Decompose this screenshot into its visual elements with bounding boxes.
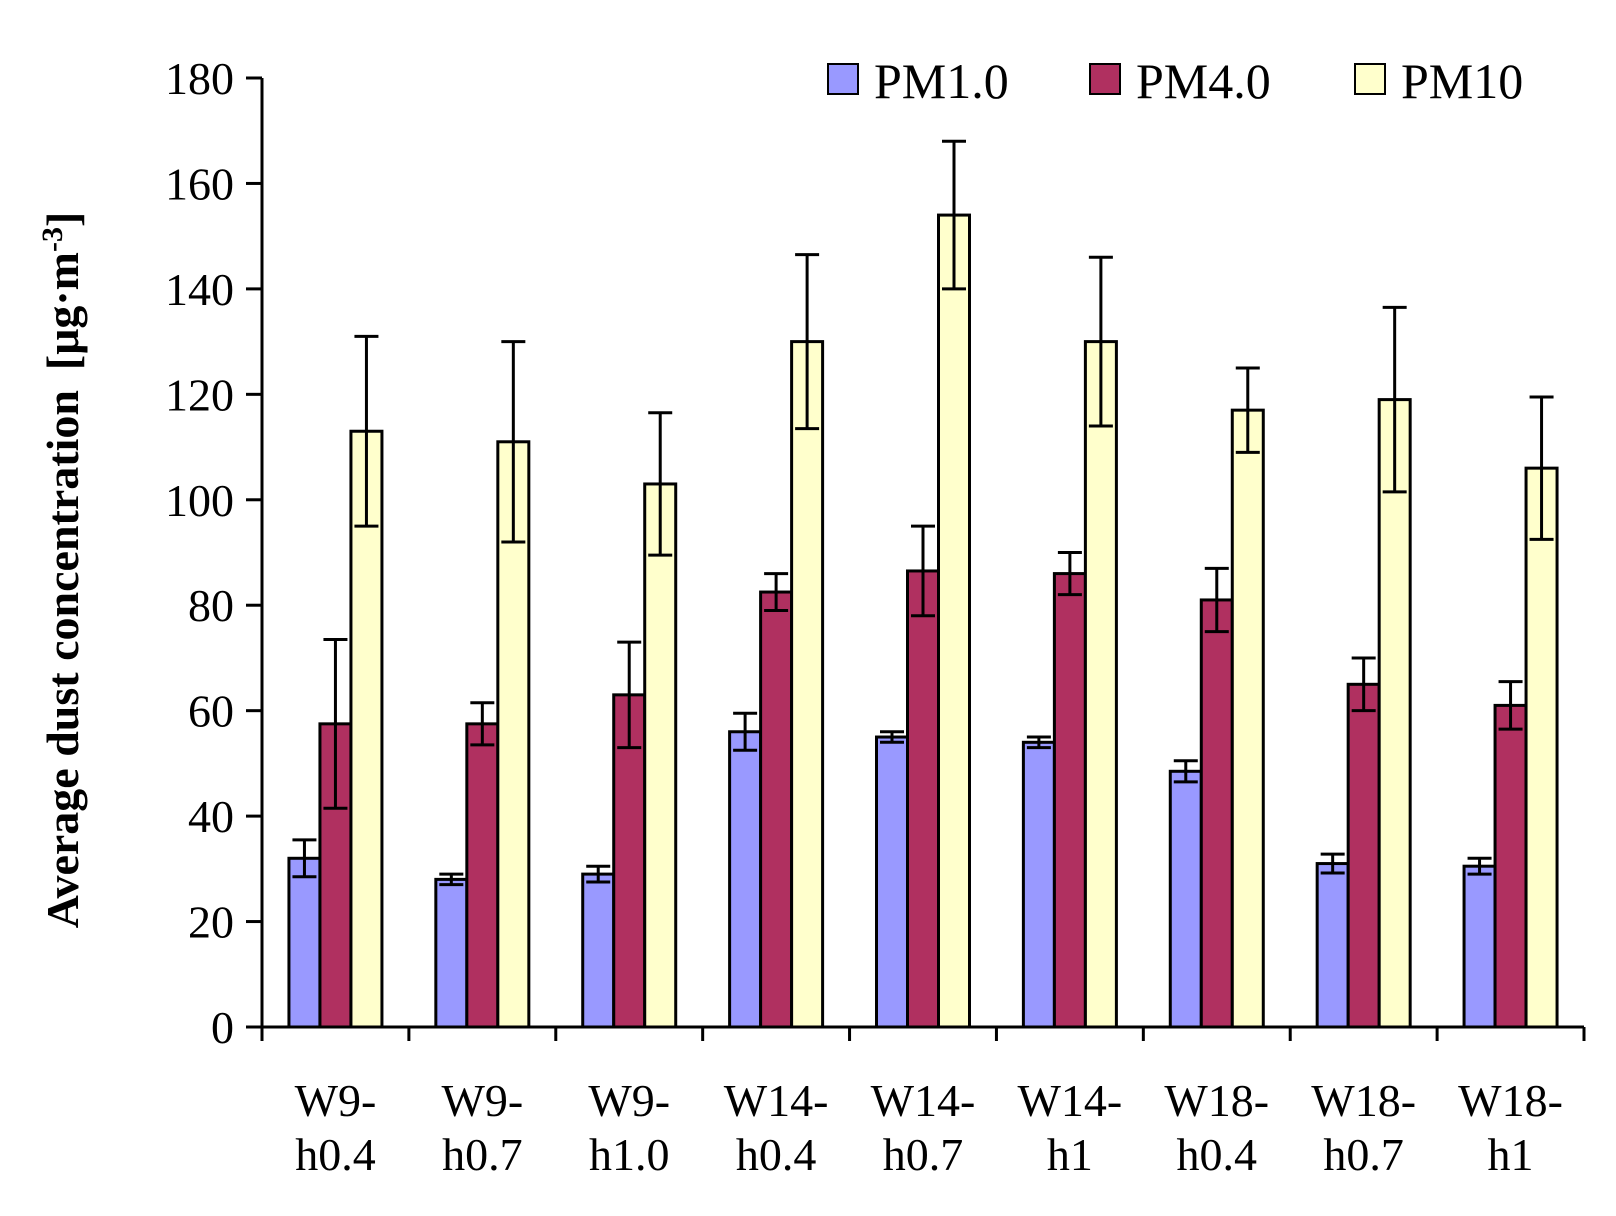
x-tick-label: W18-h0.7 bbox=[1311, 1075, 1416, 1180]
y-axis-label-unit-exponent: -3 bbox=[36, 227, 69, 252]
bar-pm40-5 bbox=[1052, 572, 1087, 1029]
error-bar bbox=[1529, 395, 1554, 541]
error-bar bbox=[942, 139, 966, 291]
error-bars bbox=[292, 139, 1554, 887]
y-tick-label: 100 bbox=[165, 475, 234, 526]
error-bar bbox=[733, 711, 758, 752]
legend: PM1.0 PM4.0 PM10 bbox=[827, 53, 1523, 109]
error-bar bbox=[1204, 566, 1229, 634]
bar-pm10-8 bbox=[1462, 864, 1497, 1029]
bar-pm10-3 bbox=[790, 340, 825, 1029]
x-axis: W9-h0.4 W9-h0.7 W9-h1.0 W14-h0.4 W14-h0.7 W14… bbox=[260, 1025, 1586, 1180]
y-tick-label: 0 bbox=[211, 1002, 234, 1053]
legend-item: PM10 bbox=[1354, 53, 1523, 109]
error-bar bbox=[648, 411, 673, 557]
error-bar bbox=[1498, 680, 1523, 731]
error-bar bbox=[1173, 759, 1198, 784]
error-bar bbox=[439, 872, 464, 887]
y-tick-label: 140 bbox=[165, 264, 234, 315]
y-tick-label: 40 bbox=[188, 791, 234, 842]
bar-pm40-8 bbox=[1493, 703, 1528, 1029]
x-tick-label: W9-h0.4 bbox=[295, 1075, 377, 1180]
bar-pm40-7 bbox=[1346, 682, 1381, 1029]
bar-pm40-3 bbox=[759, 590, 794, 1029]
bar-pm10-0 bbox=[349, 429, 384, 1029]
error-bar bbox=[1235, 366, 1260, 454]
bar-pm40-4 bbox=[906, 569, 940, 1029]
error-bar bbox=[1320, 852, 1345, 875]
error-bar bbox=[1088, 255, 1113, 428]
x-tick-label: W9-h0.7 bbox=[441, 1075, 523, 1180]
bar-pm10-2 bbox=[581, 872, 616, 1029]
y-axis-label-unit: [μg·m bbox=[37, 252, 88, 370]
bar-pm10-2 bbox=[643, 482, 678, 1029]
error-bar bbox=[911, 524, 935, 618]
error-bar bbox=[586, 864, 611, 884]
x-tick-label: W14-h1 bbox=[1018, 1075, 1123, 1180]
y-tick-label: 20 bbox=[188, 897, 234, 948]
error-bar bbox=[795, 253, 820, 431]
bar-pm40-6 bbox=[1199, 598, 1234, 1029]
error-bar bbox=[323, 637, 348, 810]
x-tick-label: W14-h0.4 bbox=[724, 1075, 829, 1180]
error-bar bbox=[292, 838, 317, 879]
error-bar bbox=[1026, 735, 1051, 750]
error-bar bbox=[764, 572, 789, 612]
x-tick-label: W9-h1.0 bbox=[588, 1075, 670, 1180]
y-axis-label-text: Average dust concentration bbox=[37, 390, 88, 928]
error-bar bbox=[501, 340, 526, 544]
bar-pm10-1 bbox=[434, 877, 469, 1029]
error-bar bbox=[1057, 551, 1082, 597]
legend-swatch bbox=[1354, 63, 1386, 95]
legend-item: PM4.0 bbox=[1089, 53, 1271, 109]
bar-pm10-0 bbox=[287, 856, 322, 1029]
legend-label: PM10 bbox=[1401, 53, 1523, 109]
legend-label: PM1.0 bbox=[874, 53, 1009, 109]
error-bar bbox=[1467, 856, 1492, 876]
bar-pm10-3 bbox=[728, 730, 763, 1029]
x-tick-label: W18-h0.4 bbox=[1164, 1075, 1269, 1180]
legend-swatch bbox=[827, 63, 859, 95]
y-tick-label: 160 bbox=[165, 158, 234, 209]
error-bar bbox=[1351, 656, 1376, 713]
error-bar bbox=[1382, 305, 1407, 494]
y-tick-label: 180 bbox=[165, 53, 234, 104]
y-tick-label: 60 bbox=[188, 686, 234, 737]
bar-pm10-6 bbox=[1168, 769, 1203, 1029]
error-bar bbox=[470, 701, 495, 747]
legend-label: PM4.0 bbox=[1136, 53, 1271, 109]
y-tick-label: 120 bbox=[165, 369, 234, 420]
bar-pm10-4 bbox=[875, 735, 909, 1029]
bar-pm10-8 bbox=[1524, 466, 1559, 1029]
y-axis: 0 20 40 60 80 100 120 140 160 180 bbox=[165, 53, 264, 1053]
error-bar bbox=[880, 730, 904, 744]
bars bbox=[287, 213, 1559, 1029]
bar-pm10-7 bbox=[1377, 398, 1412, 1029]
bar-pm10-7 bbox=[1315, 862, 1350, 1029]
y-axis-label-unit-close: ] bbox=[37, 212, 88, 227]
x-tick-label: W14-h0.7 bbox=[871, 1075, 976, 1180]
x-tick-label: W18-h1 bbox=[1458, 1075, 1563, 1180]
bar-pm10-6 bbox=[1230, 408, 1265, 1029]
y-axis-label: Average dust concentration [μg·m-3] bbox=[36, 212, 89, 929]
bar-pm10-5 bbox=[1083, 340, 1118, 1029]
bar-pm40-1 bbox=[465, 722, 500, 1029]
y-tick-label: 80 bbox=[188, 580, 234, 631]
legend-swatch bbox=[1089, 63, 1121, 95]
error-bar bbox=[617, 640, 642, 750]
legend-item: PM1.0 bbox=[827, 53, 1009, 109]
error-bar bbox=[354, 334, 379, 528]
bar-pm10-4 bbox=[937, 213, 971, 1029]
bar-pm10-5 bbox=[1021, 740, 1056, 1029]
